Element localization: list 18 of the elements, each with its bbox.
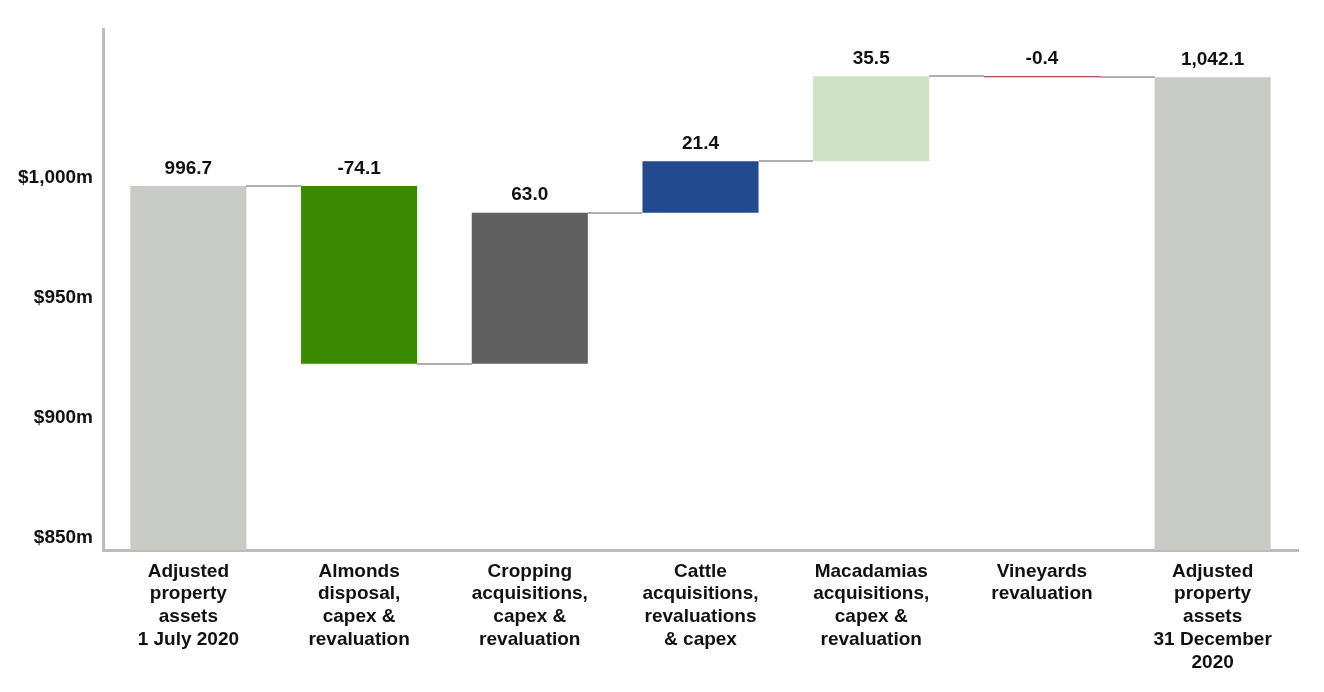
data-label: 63.0 [511,183,549,205]
data-label: -0.4 [1025,46,1059,68]
x-tick-label: Macadamias acquisitions, capex & revaluation [813,559,930,650]
data-label: -74.1 [337,156,382,178]
x-tick-label: Cropping acquisitions, capex & revaluation [471,559,588,650]
x-tick-label: Adjusted property assets 31 December 2020 [1153,559,1273,672]
x-tick-label: Vineyards revaluation [991,559,1093,604]
x-tick-label: Cattle acquisitions, revaluations & capex [642,559,759,650]
x-tick-label: Adjusted property assets 1 July 2020 [137,559,240,650]
y-tick-label: $850m [33,526,94,548]
data-label: 1,042.1 [1180,47,1245,69]
y-tick-label: $900m [33,406,94,428]
data-label: 21.4 [682,132,720,154]
data-label: 35.5 [852,46,891,68]
y-tick-label: $1,000m [17,166,94,188]
data-label: 996.7 [164,156,213,178]
x-tick-label: Almonds disposal, capex & revaluation [308,559,410,650]
y-tick-label: $950m [33,286,94,308]
